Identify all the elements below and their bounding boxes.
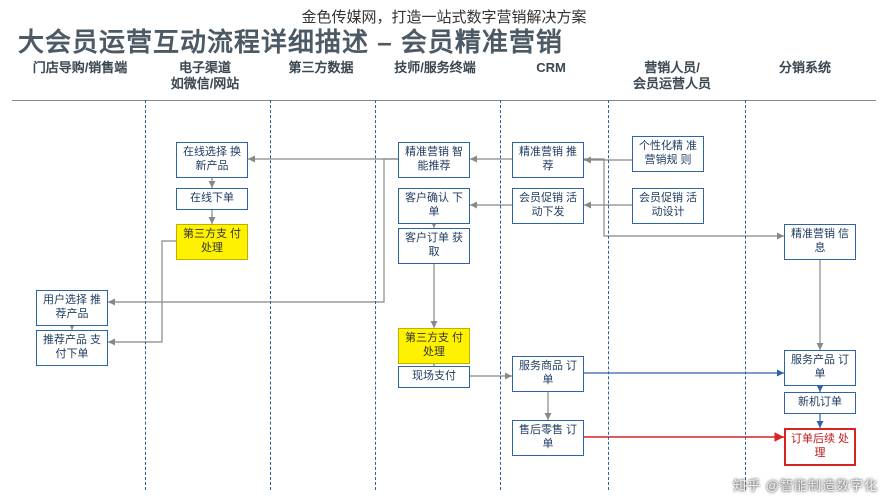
column-header: 第三方数据 (276, 60, 366, 76)
flow-node: 推荐产品 支付下单 (36, 330, 108, 366)
flow-node: 服务商品 订单 (512, 356, 584, 392)
column-header: 电子渠道 如微信/网站 (150, 60, 260, 93)
lane-divider (145, 100, 146, 490)
column-header: 分销系统 (750, 60, 860, 76)
flow-node: 新机订单 (784, 392, 856, 414)
lane-divider (608, 100, 609, 490)
flow-edge (108, 241, 176, 342)
lane-divider (375, 100, 376, 490)
flow-node: 客户订单 获取 (398, 228, 470, 264)
flow-node: 客户确认 下单 (398, 188, 470, 224)
column-header: 门店导购/销售端 (20, 60, 140, 76)
flow-canvas: 门店导购/销售端电子渠道 如微信/网站第三方数据技师/服务终端 CRM 营销人员/ … (0, 60, 888, 500)
flow-node: 精准营销 推荐 (512, 142, 584, 178)
header-rule (12, 100, 876, 101)
flow-edge (108, 159, 398, 302)
flow-node: 售后零售 订单 (512, 420, 584, 456)
flow-node: 精准营销 智能推荐 (398, 142, 470, 178)
column-header: CRM (506, 60, 596, 76)
flow-node: 在线下单 (176, 188, 248, 210)
flow-node: 用户选择 推荐产品 (36, 290, 108, 326)
page-title: 大会员运营互动流程详细描述 – 会员精准营销 (18, 22, 563, 59)
flow-node: 个性化精 准营销规 则 (632, 136, 704, 172)
flow-node: 订单后续 处理 (784, 428, 856, 466)
watermark: 知乎 @智能制造数字化 (733, 475, 878, 494)
lane-divider (745, 100, 746, 490)
column-header: 营销人员/ 会员运营人员 (612, 60, 732, 93)
lane-divider (500, 100, 501, 490)
flow-node: 在线选择 换新产品 (176, 142, 248, 178)
flow-node: 精准营销 信息 (784, 224, 856, 260)
column-header: 技师/服务终端 (380, 60, 490, 76)
flow-node: 会员促销 活动设计 (632, 188, 704, 224)
flow-node: 第三方支 付处理 (176, 224, 248, 260)
lane-divider (270, 100, 271, 490)
flow-node: 第三方支 付处理 (398, 328, 470, 364)
flow-node: 服务产品 订单 (784, 350, 856, 386)
flow-node: 现场支付 (398, 366, 470, 388)
edge-layer (0, 60, 888, 500)
flow-node: 会员促销 活动下发 (512, 188, 584, 224)
